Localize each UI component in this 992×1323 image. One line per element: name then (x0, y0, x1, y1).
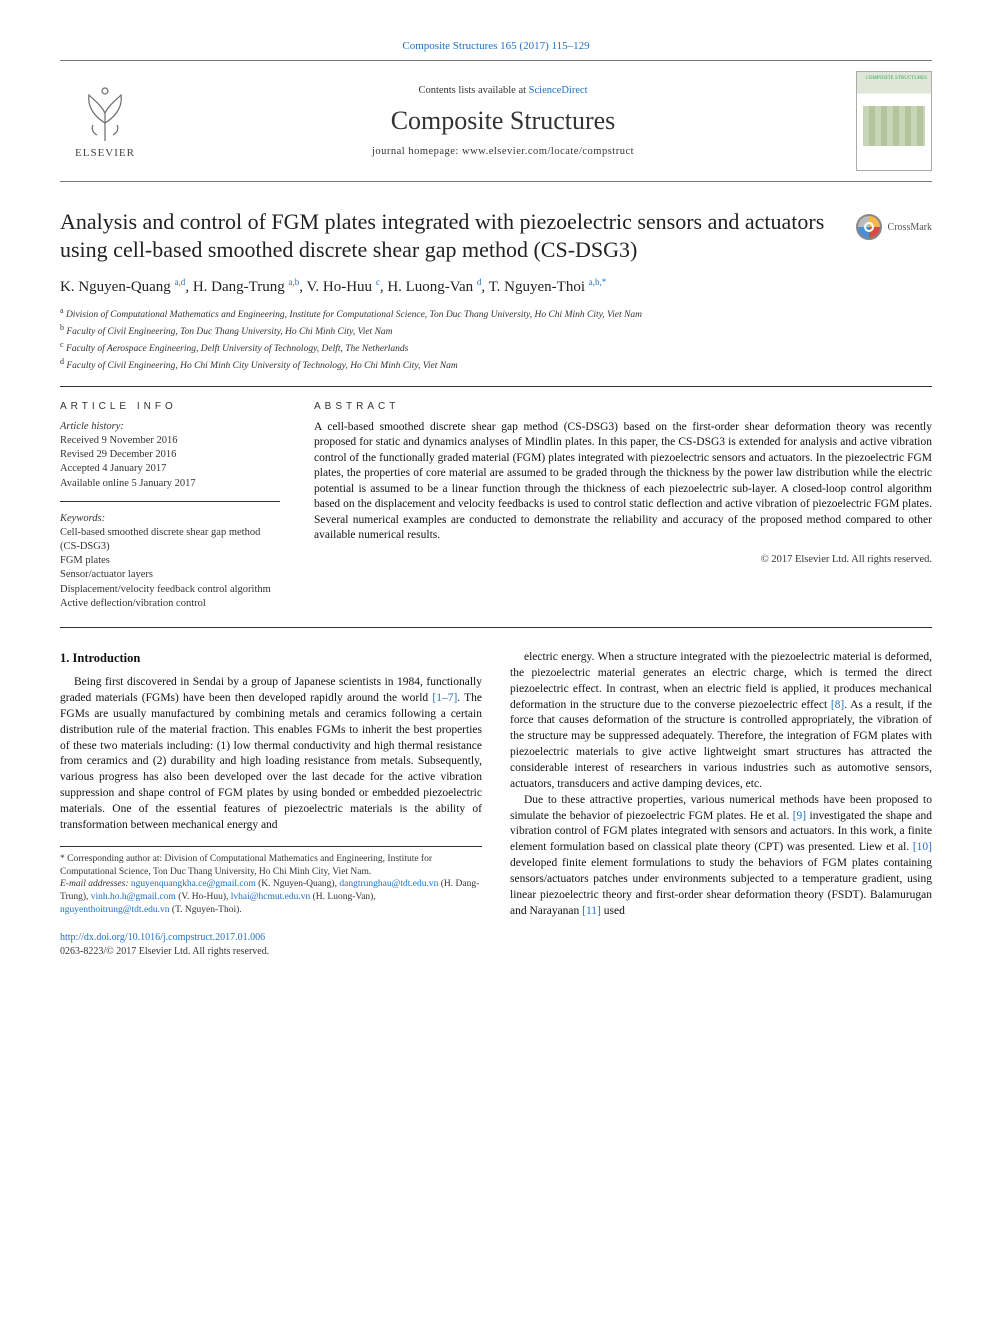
contents-available-pre: Contents lists available at (418, 85, 528, 96)
homepage-url: www.elsevier.com/locate/compstruct (462, 146, 634, 157)
author-affil-sup: a,b (289, 277, 300, 287)
sciencedirect-link[interactable]: ScienceDirect (529, 85, 588, 96)
abstract-copyright: © 2017 Elsevier Ltd. All rights reserved… (314, 554, 932, 565)
author-list: K. Nguyen-Quang a,d, H. Dang-Trung a,b, … (60, 277, 932, 296)
cover-tiny-title: COMPOSITE STRUCTURES (861, 76, 927, 81)
email-addresses: E-mail addresses: nguyenquangkha.ce@gmai… (60, 878, 482, 916)
cite-8[interactable]: [8] (831, 699, 844, 711)
section-1-head: 1. Introduction (60, 650, 482, 667)
contents-available-line: Contents lists available at ScienceDirec… (418, 85, 587, 96)
cite-1-7[interactable]: [1–7] (432, 692, 457, 704)
author-name: , H. Dang-Trung (185, 279, 288, 295)
intro-para-1: Being first discovered in Sendai by a gr… (60, 675, 482, 834)
footnotes: * Corresponding author at: Division of C… (60, 846, 482, 917)
history-line: Accepted 4 January 2017 (60, 462, 280, 476)
history-label: Article history: (60, 420, 280, 434)
history-line: Revised 29 December 2016 (60, 448, 280, 462)
body-col-right: electric energy. When a structure integr… (510, 650, 932, 959)
body-col-left: 1. Introduction Being first discovered i… (60, 650, 482, 959)
crossmark-label: CrossMark (888, 222, 932, 233)
intro-para-3: Due to these attractive properties, vari… (510, 793, 932, 920)
email-link[interactable]: vinh.ho.h@gmail.com (91, 892, 176, 902)
journal-name: Composite Structures (391, 106, 616, 136)
keyword-lines: Cell-based smoothed discrete shear gap m… (60, 526, 280, 611)
corresponding-note: * Corresponding author at: Division of C… (60, 853, 482, 879)
running-head-citation: Composite Structures 165 (2017) 115–129 (60, 40, 932, 52)
affiliation-line: c Faculty of Aerospace Engineering, Delf… (60, 340, 932, 356)
author-name: , V. Ho-Huu (299, 279, 376, 295)
doi-link[interactable]: http://dx.doi.org/10.1016/j.compstruct.2… (60, 932, 265, 943)
body-columns: 1. Introduction Being first discovered i… (60, 650, 932, 959)
history-lines: Received 9 November 2016Revised 29 Decem… (60, 434, 280, 491)
elsevier-logo: ELSEVIER (60, 75, 150, 167)
email-owner: (H. Luong-Van), (310, 892, 375, 902)
cite-9[interactable]: [9] (793, 810, 806, 822)
abstract-text: A cell-based smoothed discrete shear gap… (314, 420, 932, 544)
journal-cover-thumb: COMPOSITE STRUCTURES (856, 71, 932, 171)
elsevier-wordmark: ELSEVIER (75, 147, 135, 159)
elsevier-tree-icon (75, 83, 135, 143)
corresponding-star: * (602, 277, 607, 287)
info-abstract-row: ARTICLE INFO Article history: Received 9… (60, 401, 932, 628)
article-info-column: ARTICLE INFO Article history: Received 9… (60, 401, 280, 611)
affil-sup: d (60, 357, 64, 366)
affil-sup: b (60, 323, 64, 332)
email-owner: (K. Nguyen-Quang), (256, 879, 340, 889)
keyword: FGM plates (60, 554, 280, 568)
homepage-pre: journal homepage: (372, 146, 462, 157)
email-owner: (T. Nguyen-Thoi). (170, 905, 242, 915)
author-affil-sup: a,d (175, 277, 186, 287)
email-owner: (V. Ho-Huu), (176, 892, 231, 902)
header-center: Contents lists available at ScienceDirec… (164, 85, 842, 157)
keyword: Cell-based smoothed discrete shear gap m… (60, 526, 280, 554)
running-head-link[interactable]: Composite Structures 165 (2017) 115–129 (402, 40, 589, 52)
doi-block: http://dx.doi.org/10.1016/j.compstruct.2… (60, 931, 482, 959)
keywords-label: Keywords: (60, 512, 280, 526)
p3-c: developed finite element formulations to… (510, 857, 932, 917)
info-divider (60, 501, 280, 502)
crossmark-icon (856, 214, 882, 240)
author-name: , H. Luong-Van (380, 279, 477, 295)
affiliation-line: d Faculty of Civil Engineering, Ho Chi M… (60, 357, 932, 373)
issn-copyright: 0263-8223/© 2017 Elsevier Ltd. All right… (60, 946, 269, 957)
crossmark-badge-block[interactable]: CrossMark (856, 214, 932, 240)
abstract-head: ABSTRACT (314, 401, 932, 412)
journal-homepage-line: journal homepage: www.elsevier.com/locat… (372, 146, 634, 157)
keyword: Active deflection/vibration control (60, 597, 280, 611)
author-affil-sup: a,b, (589, 277, 602, 287)
affil-sup: c (60, 340, 64, 349)
cite-11[interactable]: [11] (582, 905, 601, 917)
p1-a: Being first discovered in Sendai by a gr… (60, 676, 482, 704)
p1-b: . The FGMs are usually manufactured by c… (60, 692, 482, 831)
email-link[interactable]: dangtrunghau@tdt.edu.vn (339, 879, 438, 889)
p3-d: used (601, 905, 625, 917)
email-link[interactable]: lvhai@hcmut.edu.vn (231, 892, 310, 902)
history-line: Received 9 November 2016 (60, 434, 280, 448)
emails-label: E-mail addresses: (60, 879, 131, 889)
corr-text: Corresponding author at: Division of Com… (60, 854, 432, 877)
affiliations: a Division of Computational Mathematics … (60, 306, 932, 387)
journal-header: ELSEVIER Contents lists available at Sci… (60, 60, 932, 182)
cite-10[interactable]: [10] (913, 841, 932, 853)
p2-b: . As a result, if the force that causes … (510, 699, 932, 790)
keyword: Displacement/velocity feedback control a… (60, 583, 280, 597)
article-title: Analysis and control of FGM plates integ… (60, 208, 932, 263)
author-name: K. Nguyen-Quang (60, 279, 175, 295)
abstract-column: ABSTRACT A cell-based smoothed discrete … (314, 401, 932, 611)
keyword: Sensor/actuator layers (60, 568, 280, 582)
affiliation-line: a Division of Computational Mathematics … (60, 306, 932, 322)
article-info-block: Article history: Received 9 November 201… (60, 420, 280, 611)
author-name: , T. Nguyen-Thoi (481, 279, 588, 295)
email-link[interactable]: nguyenthoitrung@tdt.edu.vn (60, 905, 170, 915)
affiliation-line: b Faculty of Civil Engineering, Ton Duc … (60, 323, 932, 339)
email-link[interactable]: nguyenquangkha.ce@gmail.com (131, 879, 256, 889)
history-line: Available online 5 January 2017 (60, 477, 280, 491)
intro-para-2: electric energy. When a structure integr… (510, 650, 932, 793)
affil-sup: a (60, 306, 64, 315)
article-info-head: ARTICLE INFO (60, 401, 280, 412)
